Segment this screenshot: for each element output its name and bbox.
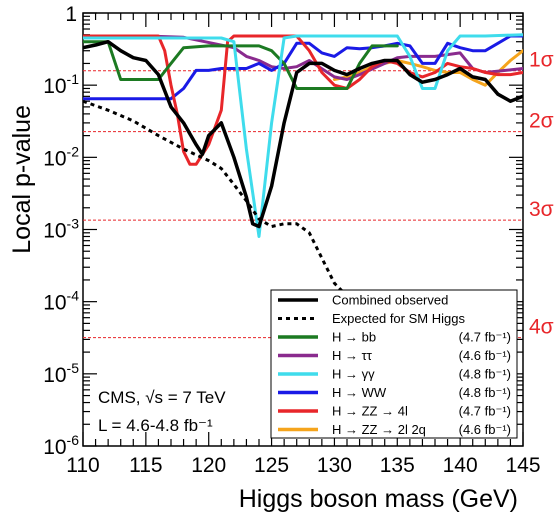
- legend-label: Expected for SM Higgs: [332, 311, 465, 326]
- y-axis-title: Local p-value: [8, 105, 36, 254]
- annotation: CMS, √s = 7 TeV L = 4.6-4.8 fb⁻¹: [98, 388, 226, 435]
- legend-lumi: (4.6 fb⁻¹): [459, 422, 511, 437]
- x-tick-label: 125: [254, 454, 289, 477]
- legend-label: H → WW: [332, 385, 387, 400]
- legend-label: H → ττ: [332, 348, 373, 363]
- y-tick-labels: 1 10-1 10-2 10-3 10-4 10-5 10-6: [43, 3, 79, 459]
- legend-lumi: (4.8 fb⁻¹): [459, 367, 511, 382]
- legend-lumi: (4.8 fb⁻¹): [459, 385, 511, 400]
- y-tick-label: 10-5: [43, 360, 79, 387]
- series-line: [83, 99, 374, 325]
- sigma-label: 1σ: [529, 49, 554, 72]
- series-line: [83, 33, 523, 238]
- x-tick-label: 135: [380, 454, 415, 477]
- series-line: [332, 49, 523, 87]
- y-tick-label: 10-3: [43, 216, 79, 243]
- curves: [83, 33, 523, 325]
- x-tick-label: 120: [191, 454, 226, 477]
- legend-box: [270, 289, 518, 439]
- annotation-line-2: L = 4.6-4.8 fb⁻¹: [98, 416, 213, 435]
- x-tick-label: 110: [66, 454, 99, 477]
- annotation-line-1: CMS, √s = 7 TeV: [98, 388, 226, 407]
- legend-lumi: (4.7 fb⁻¹): [459, 330, 511, 345]
- x-axis-title: Higgs boson mass (GeV): [239, 485, 518, 513]
- y-tick-label: 10-1: [43, 71, 79, 98]
- y-tick-label: 10-4: [43, 288, 79, 315]
- x-tick-label: 140: [443, 454, 478, 477]
- legend-label: Combined observed: [332, 293, 448, 308]
- series-line: [83, 34, 523, 81]
- sigma-lines: 1σ 2σ 3σ 4σ: [83, 49, 554, 339]
- x-tick-label: 115: [129, 454, 162, 477]
- legend-label: H → γγ: [332, 367, 375, 382]
- legend-label: H → ZZ → 2l 2q: [332, 422, 426, 437]
- y-tick-label: 10-6: [43, 432, 79, 459]
- x-tick-labels: 110 115 120 125 130 135 140 145: [66, 454, 540, 477]
- legend-lumi: (4.6 fb⁻¹): [459, 348, 511, 363]
- sigma-label: 4σ: [529, 316, 554, 339]
- x-tick-label: 130: [317, 454, 352, 477]
- legend-label: H → ZZ → 4l: [332, 404, 408, 419]
- sigma-label: 2σ: [529, 110, 554, 133]
- series-line: [83, 39, 523, 229]
- y-tick-label: 10-2: [43, 143, 79, 170]
- axis-ticks: [82, 12, 524, 447]
- legend: Combined observed Expected for SM Higgs H …: [270, 289, 518, 439]
- series-line: [83, 40, 399, 90]
- legend-label: H → bb: [332, 330, 376, 345]
- x-tick-label: 145: [505, 454, 540, 477]
- y-tick-label: 1: [65, 3, 77, 26]
- sigma-label: 3σ: [529, 198, 554, 221]
- legend-lumi: (4.7 fb⁻¹): [459, 404, 511, 419]
